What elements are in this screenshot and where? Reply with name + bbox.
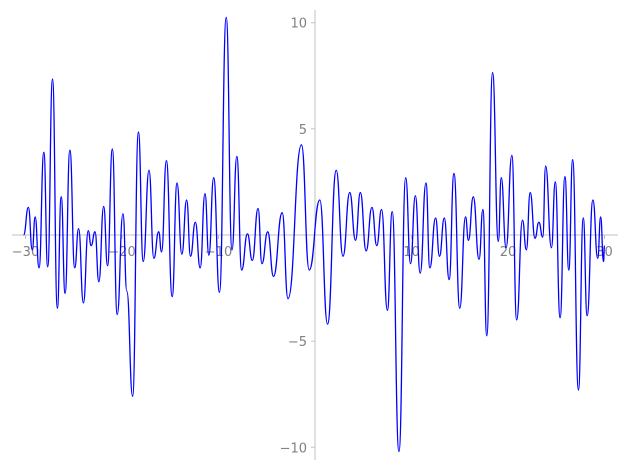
y-tick-label: −10 <box>280 441 307 456</box>
data-line <box>22 16 606 453</box>
y-tick-label: 10 <box>290 17 307 32</box>
x-tick-label: 20 <box>500 245 517 260</box>
x-tick-label: −10 <box>205 245 232 260</box>
y-tick-label: −5 <box>288 335 307 350</box>
y-tick-label: 5 <box>299 123 307 138</box>
x-tick-label: −30 <box>12 245 39 260</box>
x-tick-label: −20 <box>108 245 135 260</box>
